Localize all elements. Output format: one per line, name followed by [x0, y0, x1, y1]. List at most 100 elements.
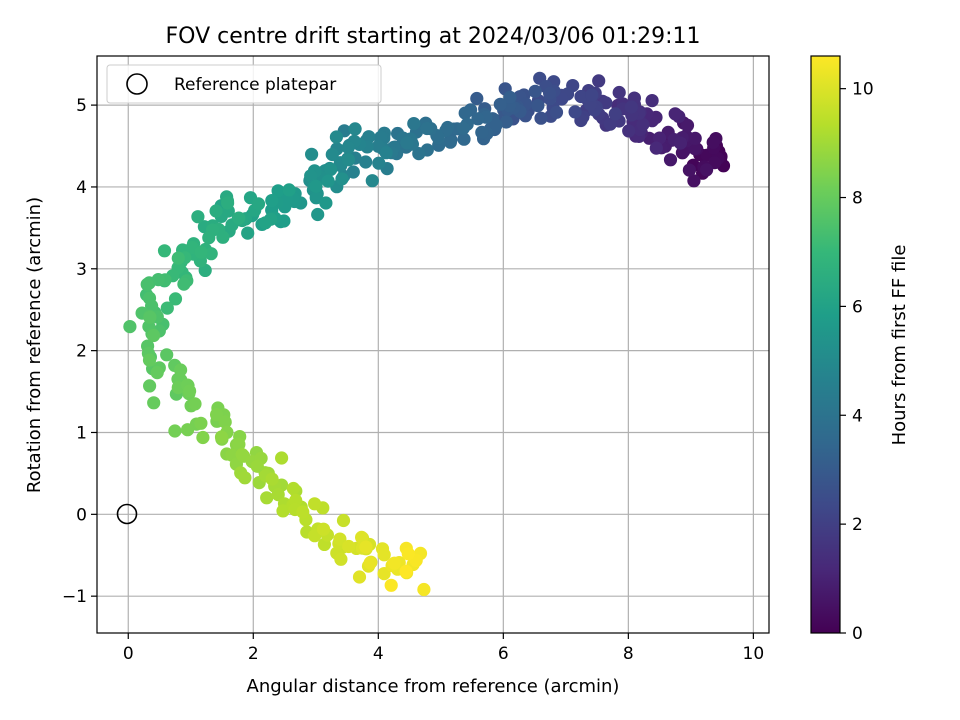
scatter-point: [329, 130, 343, 144]
scatter-point: [174, 363, 188, 377]
scatter-point: [471, 112, 485, 126]
scatter-point: [333, 532, 347, 546]
legend-box: [106, 64, 382, 104]
scatter-point: [209, 204, 223, 218]
colorbar-tick-label: 10: [852, 80, 874, 100]
scatter-point: [549, 105, 564, 119]
scatter-point: [412, 147, 426, 161]
scatter-point: [534, 111, 548, 125]
scatter-point: [218, 415, 232, 429]
scatter-point: [160, 301, 174, 315]
scatter-point: [282, 183, 296, 197]
scatter-point: [296, 505, 310, 519]
y-tick-label: 3: [76, 260, 87, 280]
x-axis-label: Angular distance from reference (arcmin): [247, 676, 620, 697]
scatter-point: [194, 245, 208, 259]
scatter-point: [123, 320, 137, 334]
scatter-point: [309, 191, 323, 205]
scatter-point: [232, 211, 246, 225]
y-tick-label: 0: [76, 505, 87, 525]
y-tick-label: 2: [76, 342, 87, 362]
scatter-point: [177, 277, 191, 291]
scatter-point: [489, 118, 503, 132]
scatter-point: [311, 207, 325, 222]
scatter-point: [171, 251, 185, 265]
scatter-point: [400, 136, 414, 150]
colorbar: 0 2 4 6 8 10 Hours from first FF file: [810, 55, 910, 644]
scatter-point: [241, 226, 255, 240]
scatter-point: [456, 121, 470, 135]
scatter-point: [700, 163, 714, 177]
scatter-point: [543, 86, 557, 100]
scatter-point: [592, 74, 606, 88]
scatter-point: [531, 99, 545, 113]
scatter-point: [399, 564, 413, 579]
scatter-point: [585, 88, 599, 102]
x-tick-label: 6: [498, 644, 509, 664]
scatter-point: [275, 451, 289, 465]
scatter-point: [260, 491, 274, 505]
scatter-point: [210, 408, 224, 422]
scatter-point: [251, 197, 266, 211]
scatter-point: [362, 130, 376, 144]
scatter-point: [214, 430, 229, 444]
scatter-point: [458, 106, 472, 120]
scatter-point: [305, 147, 319, 161]
scatter-point: [443, 135, 457, 149]
scatter-point: [204, 247, 218, 261]
scatter-point: [603, 117, 617, 131]
scatter-point: [168, 292, 183, 306]
scatter-point: [493, 97, 507, 111]
scatter-point: [324, 162, 338, 177]
scatter-point: [271, 488, 285, 502]
scatter-point: [160, 348, 174, 362]
scatter-point: [181, 423, 195, 437]
scatter-point: [341, 141, 355, 155]
scatter-point: [276, 504, 290, 518]
scatter-point: [649, 141, 663, 155]
colorbar-tick-label: 0: [852, 624, 863, 644]
scatter-point: [612, 85, 626, 100]
scatter-point: [673, 136, 688, 150]
scatter-point: [143, 379, 157, 393]
scatter-point: [202, 231, 216, 245]
scatter-point: [286, 481, 300, 496]
scatter-point: [624, 100, 639, 114]
scatter-point: [365, 174, 379, 188]
scatter-point: [258, 216, 272, 230]
colorbar-tick-label: 4: [852, 406, 863, 426]
scatter-point: [194, 416, 208, 430]
scatter-point: [334, 552, 348, 566]
scatter-point: [265, 472, 279, 486]
scatter-point: [372, 156, 386, 170]
colorbar-tick-label: 2: [852, 515, 863, 535]
scatter-point: [196, 430, 210, 445]
scatter-point: [636, 117, 650, 132]
scatter-point: [528, 84, 542, 98]
scatter-point: [325, 147, 339, 162]
scatter-point: [341, 153, 356, 167]
scatter-point: [608, 107, 622, 121]
scatter-point: [250, 459, 264, 473]
scatter-point: [706, 135, 720, 149]
colorbar-tick-label: 8: [852, 189, 863, 209]
scatter-point: [420, 121, 434, 136]
scatter-point: [150, 366, 164, 380]
scatter-point: [308, 497, 322, 511]
scatter-point: [503, 90, 517, 104]
scatter-point: [140, 277, 154, 291]
scatter-point: [142, 353, 157, 367]
scatter-point: [188, 397, 202, 411]
scatter-point: [348, 122, 362, 136]
scatter-point: [168, 424, 182, 438]
scatter-points: [123, 71, 731, 597]
scatter-point: [143, 310, 157, 324]
scatter-point: [407, 117, 421, 131]
scatter-point: [622, 124, 636, 138]
scatter-point: [359, 540, 373, 554]
scatter-point: [680, 118, 695, 132]
reference-marker: [116, 503, 138, 525]
scatter-point: [499, 115, 513, 129]
scatter-point: [417, 582, 431, 597]
y-axis-label: Rotation from reference (arcmin): [24, 197, 45, 493]
